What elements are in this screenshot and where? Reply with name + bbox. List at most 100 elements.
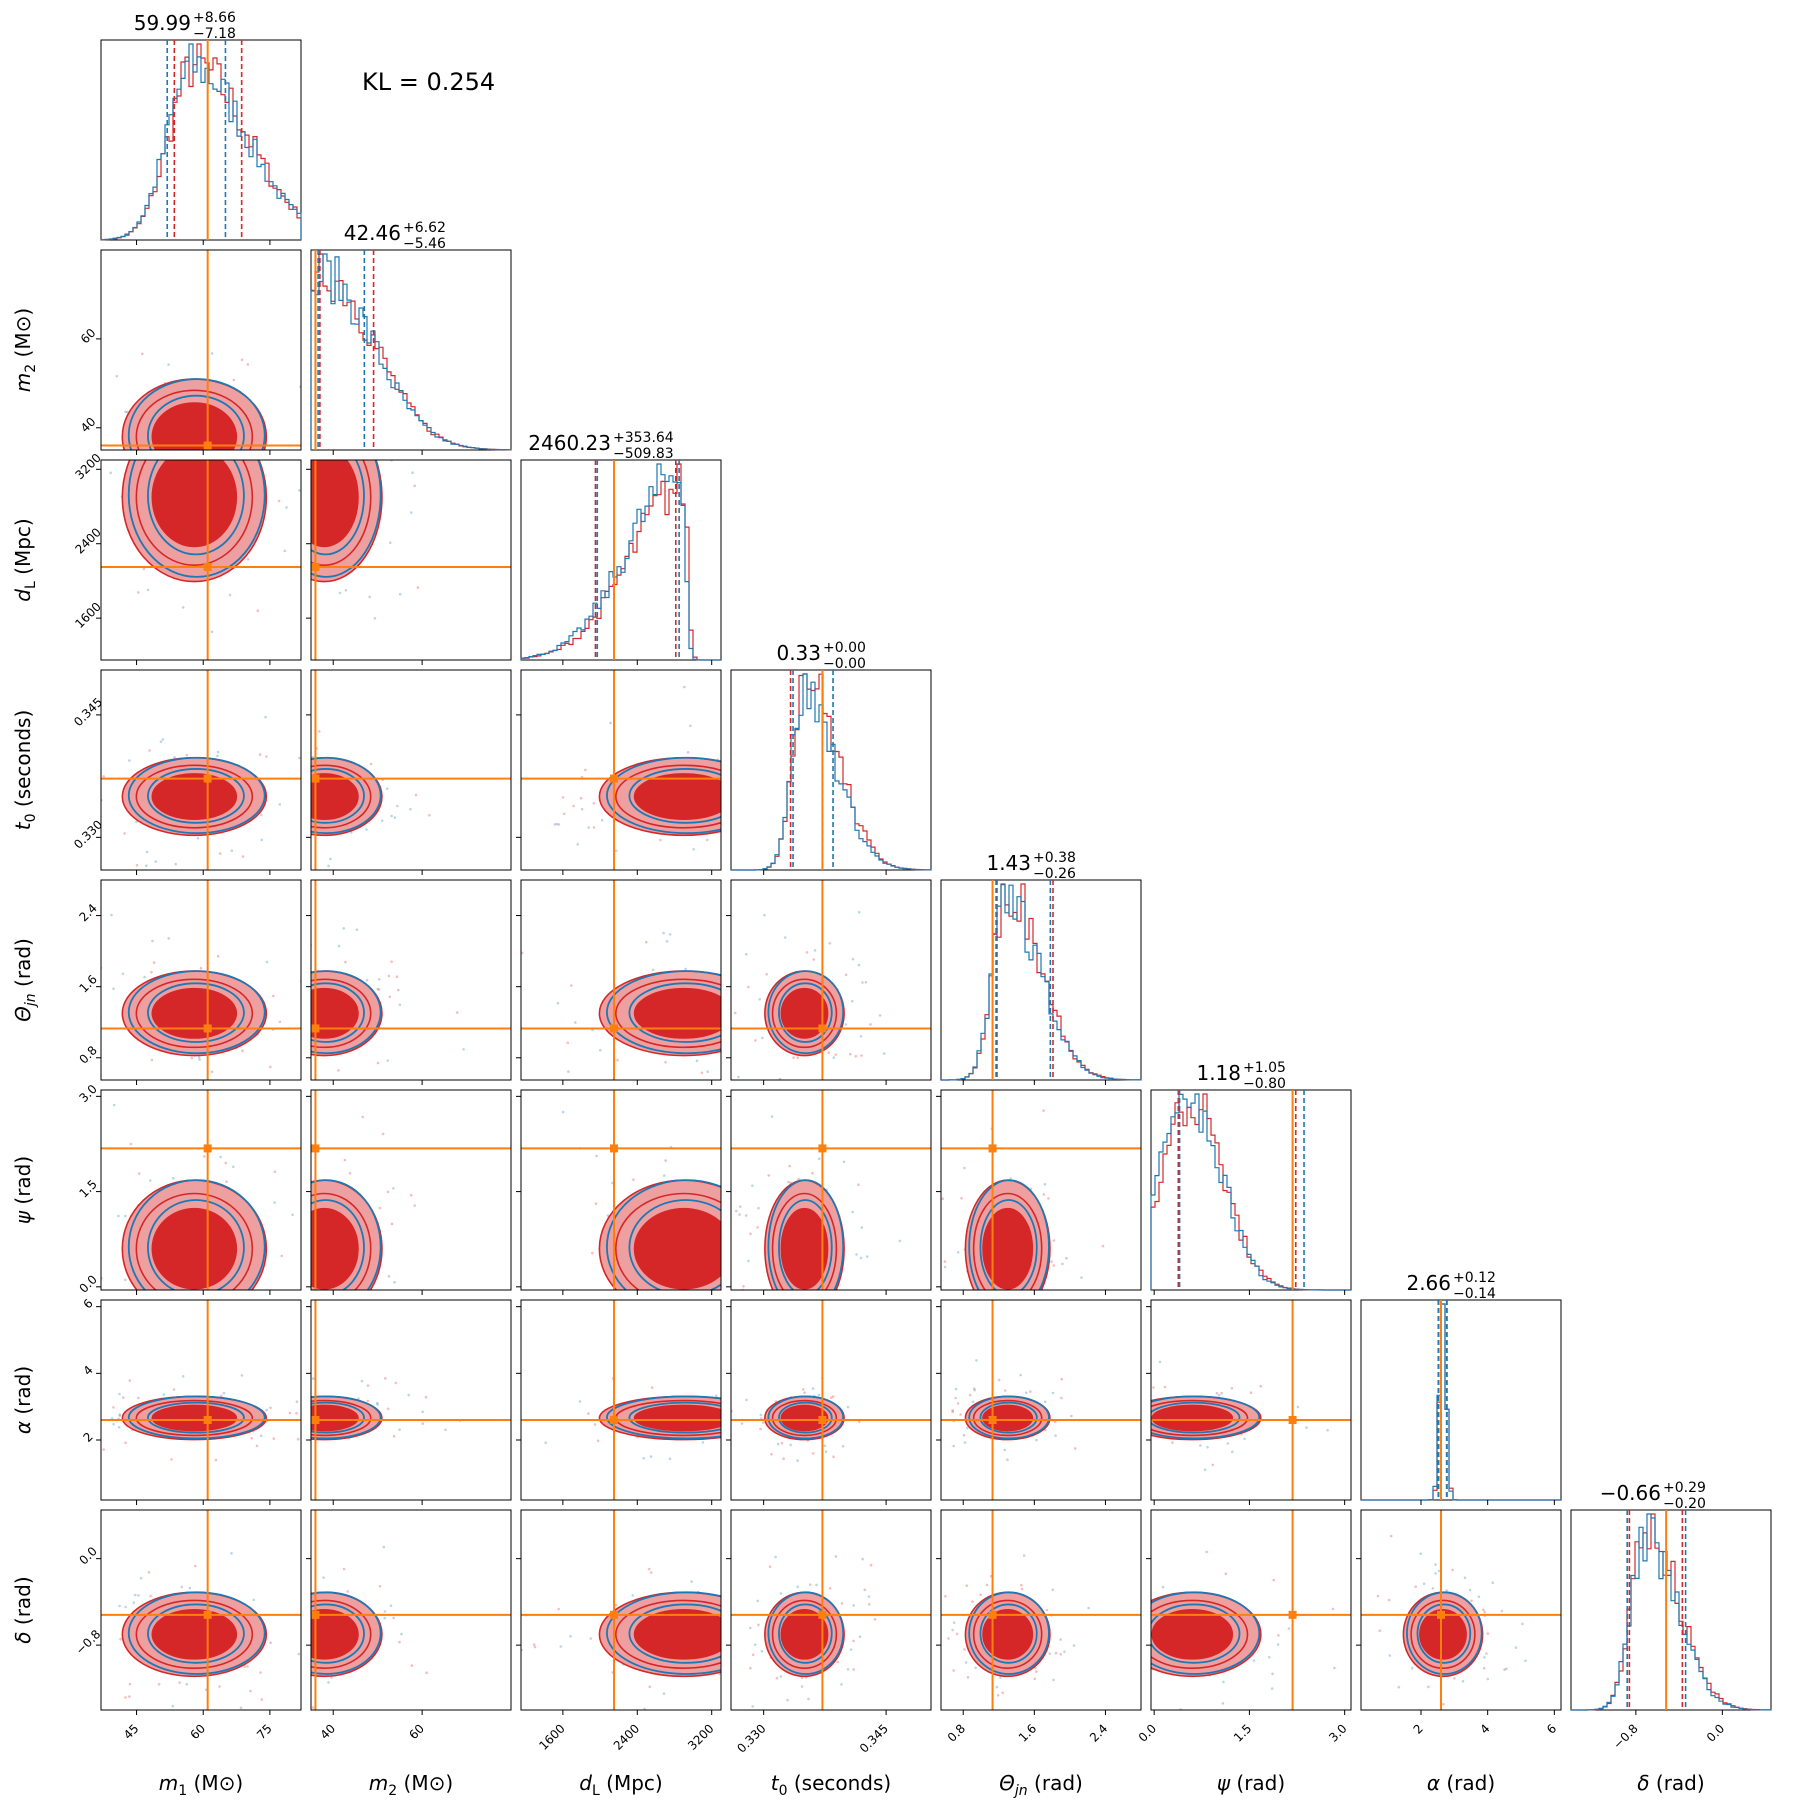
sample-point — [802, 765, 805, 768]
contour-red-inner — [311, 460, 359, 548]
x-axis-m2 — [332, 870, 423, 875]
sample-point — [561, 796, 565, 799]
sample-point — [861, 981, 864, 984]
contour-blue-inner — [147, 1199, 245, 1290]
y-axis-label-m2: m2 (M⊙) — [11, 308, 39, 392]
sample-point — [230, 849, 234, 852]
sample-point — [557, 1607, 560, 1611]
sample-point — [779, 1592, 783, 1595]
sample-point — [132, 1601, 136, 1604]
sample-point — [399, 1301, 402, 1304]
sample-point — [1370, 1398, 1373, 1401]
histogram-title-plus: +0.00 — [823, 640, 866, 656]
sample-point — [124, 1441, 127, 1445]
sample-point — [1097, 1400, 1100, 1403]
sample-point — [302, 1265, 305, 1268]
sample-point — [409, 807, 412, 811]
sample-point — [733, 1011, 737, 1015]
panel-delta-vs-m1 — [100, 1509, 302, 1711]
sample-point — [428, 813, 431, 817]
sample-point — [914, 1256, 917, 1259]
y-tick-label: 0.0 — [76, 1272, 99, 1295]
sample-point — [386, 1059, 390, 1062]
sample-point — [1397, 1685, 1401, 1689]
sample-point — [294, 599, 297, 602]
sample-point — [1004, 1389, 1007, 1392]
sample-point — [260, 838, 264, 842]
sample-point — [225, 1180, 228, 1183]
sample-point — [171, 1704, 175, 1708]
sample-point — [118, 1604, 121, 1608]
sample-point — [1005, 1354, 1008, 1357]
sample-point — [631, 1594, 634, 1597]
sample-point — [308, 1206, 311, 1209]
sample-point — [555, 822, 559, 826]
sample-point — [751, 1453, 754, 1456]
sample-point — [952, 1669, 955, 1672]
contour-red-inner — [311, 1609, 359, 1660]
sample-point — [337, 727, 340, 730]
sample-point — [308, 412, 311, 415]
sample-point — [260, 1663, 263, 1666]
truth-marker — [818, 1144, 827, 1153]
sample-point — [181, 1375, 185, 1378]
sample-point — [1163, 1385, 1167, 1389]
y-axis-theta: 0.8 1.6 2.4 — [76, 901, 101, 1067]
contour-blue-inner — [778, 982, 833, 1043]
contour-red-inner — [633, 773, 721, 820]
sample-point — [831, 1395, 835, 1398]
sample-point — [859, 1256, 863, 1260]
sample-point — [841, 1318, 844, 1321]
panel-frame — [520, 1299, 722, 1501]
sample-point — [584, 875, 587, 878]
sample-point — [1468, 1588, 1472, 1592]
sample-point — [836, 1660, 840, 1664]
sample-point — [645, 940, 648, 944]
kl-label: KL = 0.254 — [362, 68, 495, 96]
sample-point — [1061, 1262, 1064, 1266]
contour-red-inner — [1419, 1609, 1467, 1660]
sample-point — [805, 951, 809, 954]
sample-point — [763, 913, 766, 917]
contour-blue-inner — [778, 1199, 833, 1290]
contour-red-inner — [151, 1609, 238, 1660]
sample-point — [869, 1563, 873, 1567]
sample-point — [781, 1396, 784, 1399]
sample-point — [664, 1061, 667, 1064]
y-axis-delta — [936, 1558, 941, 1646]
histogram-alpha: 2.66 +0.12−0.14 — [1360, 1270, 1562, 1501]
sample-point — [329, 1717, 332, 1720]
sample-point — [755, 1341, 758, 1344]
histogram-title-plus: +8.66 — [193, 10, 236, 26]
contour-blue-inner — [979, 1603, 1038, 1664]
sample-point — [1073, 1447, 1077, 1450]
sample-point — [738, 1213, 741, 1216]
sample-point — [882, 1052, 886, 1055]
sample-point — [112, 987, 115, 990]
panel-frame — [940, 1509, 1142, 1711]
panel-frame — [940, 879, 1142, 1081]
sample-point — [941, 1197, 944, 1200]
y-tick-label: 60 — [78, 326, 99, 347]
x-axis-m1 — [136, 240, 271, 245]
contour-blue-outer — [127, 1179, 266, 1290]
y-tick-label: 3.0 — [76, 1082, 99, 1105]
panel-t0-vs-m1 — [100, 669, 302, 871]
sample-point — [295, 1400, 299, 1403]
x-axis-dL — [562, 1290, 713, 1295]
sample-point — [173, 756, 176, 759]
sample-point — [166, 1310, 169, 1313]
sample-point — [171, 1176, 175, 1180]
histogram-title-plus: +1.05 — [1243, 1060, 1286, 1076]
sample-point — [801, 790, 804, 793]
sample-point — [376, 1403, 379, 1406]
sample-point — [1326, 1428, 1329, 1432]
sample-point — [267, 1057, 270, 1060]
sample-point — [304, 1297, 307, 1300]
sample-point — [393, 1280, 396, 1284]
sample-point — [397, 988, 400, 992]
sample-point — [1059, 1638, 1062, 1641]
sample-point — [648, 1685, 651, 1689]
panel-delta-vs-psi — [1150, 1509, 1352, 1711]
